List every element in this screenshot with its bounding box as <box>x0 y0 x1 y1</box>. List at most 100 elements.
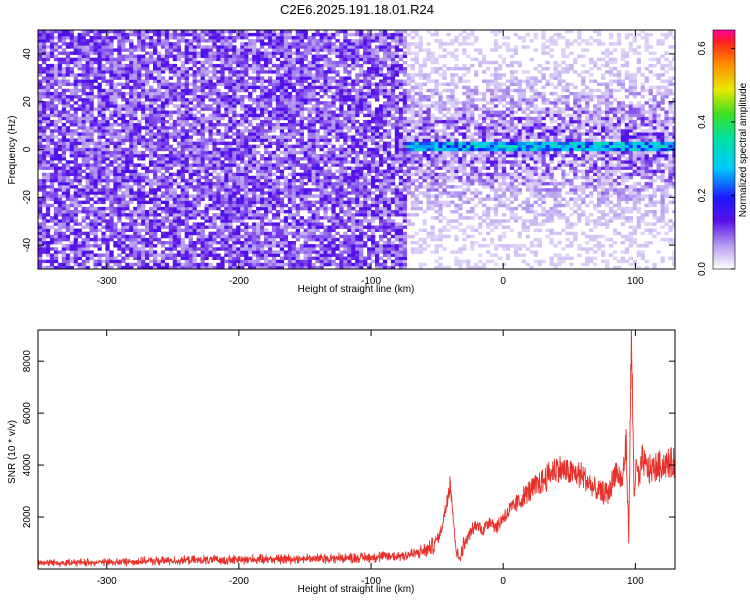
spectrogram-cell <box>85 241 90 245</box>
spectrogram-cell <box>208 141 213 146</box>
spectrogram-cell <box>204 119 209 124</box>
spectrogram-cell <box>208 191 213 195</box>
spectrogram-cell <box>268 222 273 226</box>
spectrogram-cell <box>164 54 170 59</box>
spectrogram-cell <box>85 206 90 211</box>
spectrogram-cell <box>271 200 277 205</box>
spectrogram-cell <box>252 228 257 233</box>
spectrogram-cell <box>176 262 182 267</box>
spectrogram-cell <box>45 101 51 105</box>
spectrogram-cell <box>331 116 336 121</box>
spectrogram-cell <box>149 154 154 158</box>
spectrogram-cell <box>89 85 94 90</box>
spectrogram-cell <box>97 123 102 127</box>
spectrogram-cell <box>145 169 150 174</box>
spectrogram-cell <box>212 213 217 217</box>
spectrogram-cell <box>220 91 225 96</box>
spectrogram-cell <box>133 228 138 233</box>
spectrogram-cell <box>145 191 150 195</box>
spectrogram-cell <box>164 210 170 214</box>
spectrogram-cell <box>339 98 344 102</box>
spectrogram-cell <box>271 150 277 155</box>
spectrogram-cell <box>264 259 269 264</box>
spectrogram-cell <box>160 76 166 80</box>
spectrogram-cell <box>145 213 150 217</box>
spectrogram-cell <box>89 135 94 139</box>
spectrogram-cell <box>184 265 189 269</box>
spectrogram-cell <box>283 98 289 102</box>
spectrogram-cell <box>176 157 182 161</box>
spectrogram-cell <box>240 138 245 142</box>
spectrogram-cell <box>42 110 47 114</box>
spectrogram-cell <box>256 237 261 242</box>
spectrogram-cell <box>65 82 71 87</box>
spectrogram-cell <box>113 135 118 139</box>
spectrogram-cell <box>200 60 205 65</box>
spectrogram-cell <box>81 262 86 267</box>
spectrogram-cell <box>89 70 94 74</box>
spectrogram-cell <box>38 98 43 102</box>
spectrogram-cell <box>145 79 150 83</box>
spectrogram-cell <box>268 57 273 62</box>
spectrogram-cell <box>303 85 308 90</box>
spectrogram-cell <box>176 79 182 83</box>
spectrogram-cell <box>275 265 281 269</box>
spectrogram-cell <box>149 265 154 269</box>
spectrogram-cell <box>121 126 126 130</box>
spectrogram-cell <box>168 110 174 114</box>
spectrogram-cell <box>200 247 205 251</box>
spectrogram-cell <box>156 241 162 245</box>
spectrogram-cell <box>105 45 110 49</box>
spectrogram-cell <box>279 82 285 87</box>
spectrogram-cell <box>311 244 316 248</box>
spectrogram-cell <box>192 79 197 83</box>
spectrogram-cell <box>85 150 90 155</box>
spectrogram-cell <box>271 32 277 37</box>
spectrogram-cell <box>315 175 320 180</box>
spectrogram-cell <box>279 36 285 40</box>
spectrogram-cell <box>160 116 166 121</box>
spectrogram-cell <box>299 132 304 136</box>
spectrogram-cell <box>200 175 205 180</box>
spectrogram-cell <box>65 73 71 77</box>
spectrogram-cell <box>260 250 265 254</box>
spectrogram-cell <box>299 247 304 251</box>
spectrogram-cell <box>81 200 86 205</box>
spectrogram-cell <box>323 157 328 161</box>
spectrogram-cell <box>85 113 90 118</box>
spectrogram-cell <box>216 132 221 136</box>
spectrogram-cell <box>252 110 257 114</box>
spectrogram-cell <box>77 175 82 180</box>
spectrogram-cell <box>335 253 340 257</box>
spectrogram-cell <box>101 57 106 62</box>
spectrogram-cell <box>315 169 320 174</box>
spectrogram-cell <box>244 178 249 183</box>
spectrogram-cell <box>291 182 296 186</box>
spectrogram-cell <box>57 116 63 121</box>
spectrogram-cell <box>232 132 237 136</box>
spectrogram-cell <box>216 30 221 34</box>
spectrogram-cell <box>307 147 312 152</box>
spectrogram-cell <box>220 169 225 174</box>
spectrogram-cell <box>113 234 118 239</box>
spectrogram-cell <box>323 113 328 118</box>
spectrogram-cell <box>303 250 308 254</box>
spectrogram-cell <box>335 203 340 208</box>
spectrogram-cell <box>291 253 296 257</box>
spectrogram-cell <box>53 172 59 177</box>
spectrogram-cell <box>216 36 221 40</box>
spectrogram-cell <box>212 185 217 189</box>
spectrogram-cell <box>164 85 170 90</box>
spectrogram-cell <box>271 225 277 229</box>
spectrogram-cell <box>200 182 205 186</box>
spectrogram-cell <box>192 194 197 198</box>
spectrogram-cell <box>252 32 257 37</box>
spectrogram-cell <box>331 150 336 155</box>
spectrogram-cell <box>283 88 289 93</box>
spectrogram-cell <box>244 79 249 83</box>
spectrogram-cell <box>168 42 174 46</box>
spectrogram-cell <box>129 241 134 245</box>
spectrogram-cell <box>291 119 296 124</box>
spectrogram-cell <box>113 48 118 52</box>
spectrogram-cell <box>180 157 185 161</box>
